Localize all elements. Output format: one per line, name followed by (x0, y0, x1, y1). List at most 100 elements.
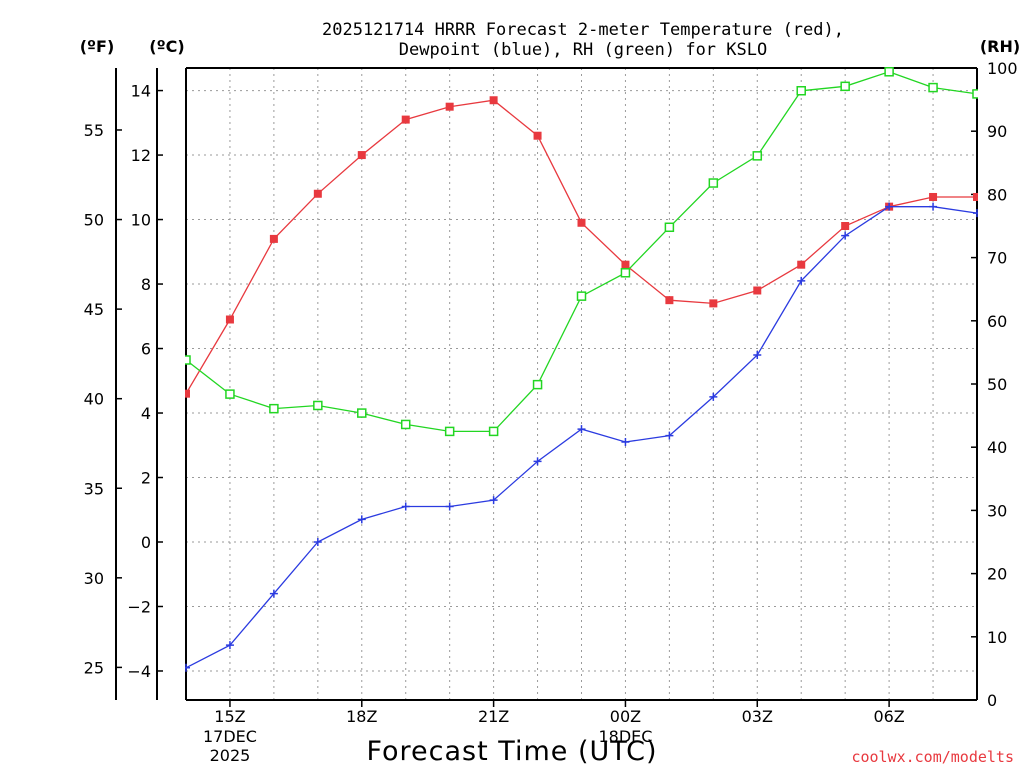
rh-point (664, 222, 675, 233)
rh-series (185, 67, 978, 437)
celsius-tick-label: 14 (131, 82, 151, 101)
celsius-tick-label: 2 (141, 469, 151, 488)
2-meter-temperature-point (841, 222, 850, 230)
rh-tick-label: 90 (987, 122, 1007, 141)
rh-tick-label: 70 (987, 249, 1007, 268)
fahrenheit-tick-label: 45 (84, 300, 104, 319)
rh-tick-label: 10 (987, 628, 1007, 647)
x-axis-title: Forecast Time (UTC) (366, 736, 657, 767)
fahrenheit-tick-label: 30 (84, 569, 104, 588)
rh-point (840, 81, 850, 92)
celsius-tick-label: −2 (127, 597, 151, 616)
celsius-tick-label: 8 (141, 275, 151, 294)
rh-tick-label: 80 (987, 185, 1007, 204)
x-tick-label: 21Z (478, 707, 509, 726)
rh-point (708, 178, 719, 188)
dewpoint-point (489, 496, 498, 505)
dewpoint-point (621, 438, 630, 447)
rh-line (185, 71, 978, 433)
2-meter-temperature-point (577, 218, 586, 227)
rh-point (928, 82, 938, 93)
dewpoint-point (357, 515, 366, 524)
dewpoint-point (445, 502, 454, 511)
rh-point (576, 291, 587, 301)
celsius-tick-label: 6 (141, 340, 151, 359)
credit-text: coolwx.com/modelts (851, 748, 1014, 766)
dewpoint-point (709, 392, 718, 401)
dewpoint-point (753, 350, 762, 359)
rh-point (884, 67, 894, 77)
dewpoint-point (225, 641, 234, 650)
grid-layer (185, 68, 978, 700)
rh-point (400, 419, 411, 430)
series-layer (185, 67, 978, 672)
rh-tick-label: 40 (987, 438, 1007, 457)
rh-point (225, 389, 235, 399)
2-meter-temperature-point (445, 102, 454, 111)
dewpoint-point (577, 425, 586, 434)
2-meter-temperature-point (313, 189, 322, 198)
2-meter-temperature-point (753, 286, 762, 295)
celsius-tick-label: −4 (127, 662, 151, 681)
rh-tick-label: 60 (987, 312, 1007, 331)
rh-point (488, 426, 499, 437)
2-meter-temperature-point (185, 389, 190, 398)
2-meter-temperature-point (709, 299, 718, 308)
rh-point (313, 400, 323, 411)
rh-point (752, 151, 763, 161)
x-tick-label: 18Z (346, 707, 377, 726)
x-tick-date-label: 18DEC (598, 727, 652, 746)
dewpoint-point (885, 202, 894, 211)
rh-point (269, 403, 279, 414)
dewpoint-point (973, 209, 978, 218)
dewpoint-series (185, 202, 978, 672)
rh-tick-label: 50 (987, 375, 1007, 394)
fahrenheit-unit-label: (ºF) (80, 37, 115, 56)
2-meter-temperature-point (357, 151, 366, 160)
dewpoint-point (185, 663, 190, 672)
rh-point (532, 379, 543, 390)
x-tick-label: 15Z (214, 707, 245, 726)
dewpoint-point (929, 202, 938, 211)
rh-point (444, 426, 455, 437)
axis-layer: −4 −2 0 2 4 6 8 10 12 14 25 30 35 40 45 50 55 0 10 20 30 40 50… (84, 59, 1018, 765)
rh-point (972, 89, 978, 99)
2-meter-temperature-point (269, 234, 278, 243)
rh-point (185, 355, 191, 365)
rh-point (620, 268, 631, 278)
celsius-tick-label: 0 (141, 533, 151, 552)
fahrenheit-tick-label: 25 (84, 658, 104, 677)
x-tick-label: 03Z (742, 707, 773, 726)
dewpoint-point (665, 431, 674, 440)
x-tick-year-label: 2025 (210, 746, 251, 765)
rh-unit-label: (RH) (980, 37, 1020, 56)
dewpoint-point (841, 231, 850, 240)
2-meter-temperature-point (489, 96, 498, 105)
2-meter-temperature-point (797, 260, 806, 269)
rh-tick-label: 100 (987, 59, 1018, 78)
rh-point (357, 408, 367, 418)
2-meter-temperature-point (533, 131, 542, 140)
dewpoint-point (313, 538, 322, 546)
dewpoint-point (797, 276, 806, 285)
fahrenheit-tick-label: 55 (84, 121, 104, 140)
rh-point (796, 86, 806, 96)
dewpoint-point (401, 502, 410, 511)
rh-tick-label: 0 (987, 691, 997, 710)
fahrenheit-tick-label: 35 (84, 479, 104, 498)
x-tick-label: 06Z (873, 707, 904, 726)
fahrenheit-tick-label: 50 (84, 211, 104, 230)
dewpoint-point (533, 457, 542, 466)
2-meter-temperature-line (185, 99, 977, 395)
celsius-unit-label: (ºC) (149, 37, 184, 56)
x-tick-label: 00Z (610, 707, 641, 726)
rh-tick-label: 30 (987, 501, 1007, 520)
2-meter-temperature-point (665, 296, 674, 305)
rh-tick-label: 20 (987, 565, 1007, 584)
celsius-tick-label: 12 (131, 146, 151, 165)
2-meter-temperature-point (225, 315, 234, 324)
2-meter-temperature-series (185, 96, 978, 398)
x-tick-date-label: 17DEC (203, 727, 257, 746)
2-meter-temperature-point (973, 192, 978, 201)
